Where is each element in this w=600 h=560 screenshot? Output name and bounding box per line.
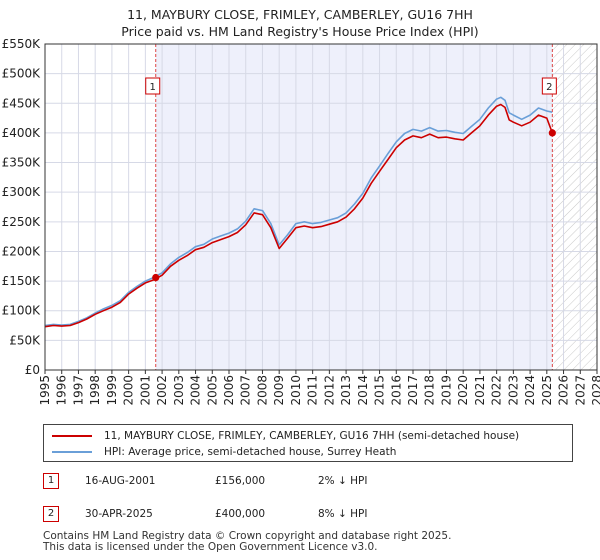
y-tick-label: £250K [2, 215, 42, 229]
legend-hpi-label: HPI: Average price, semi-detached house,… [104, 446, 397, 458]
y-tick-label: £550K [2, 37, 42, 51]
x-tick-label: 2010 [289, 375, 303, 406]
x-tick-label: 2027 [573, 375, 587, 406]
x-tick-label: 2017 [406, 375, 420, 406]
sale-hpi-diff: 8% ↓ HPI [318, 508, 368, 520]
hpi-line [44, 96, 553, 327]
footer-copyright: Contains HM Land Registry data © Crown c… [43, 530, 452, 542]
y-tick-label: £100K [2, 304, 42, 318]
x-tick-label: 2022 [490, 375, 504, 406]
sale-date: 16-AUG-2001 [85, 475, 156, 487]
y-tick-label: £200K [2, 244, 42, 258]
sale-marker-badge: 2 [43, 506, 59, 522]
x-tick-label: 1996 [55, 375, 69, 406]
x-tick-label: 2014 [356, 375, 370, 406]
x-tick-label: 2013 [339, 375, 353, 406]
hpi-line-swatch [52, 451, 92, 453]
footer-licence: This data is licensed under the Open Gov… [43, 541, 378, 553]
title-line-2: Price paid vs. HM Land Registry's House … [121, 24, 479, 39]
property-price-line [44, 103, 554, 328]
x-tick-label: 2024 [523, 375, 537, 406]
title-line-1: 11, MAYBURY CLOSE, FRIMLEY, CAMBERLEY, G… [127, 7, 473, 22]
sale-price: £400,000 [215, 508, 266, 520]
sale-price: £156,000 [215, 475, 266, 487]
x-tick-label: 2023 [506, 375, 520, 406]
x-tick-label: 2020 [456, 375, 470, 406]
y-tick-label: £450K [2, 96, 42, 110]
x-tick-label: 2009 [272, 375, 286, 406]
x-tick-label: 1999 [105, 375, 119, 406]
x-tick-label: 2005 [205, 375, 219, 406]
x-tick-label: 2008 [255, 375, 269, 406]
price-chart: 1 2 £0 £50K £100K £150K £200K £250K £300K £350K £… [2, 37, 600, 406]
legend-item-hpi: HPI: Average price, semi-detached house,… [52, 444, 396, 460]
sale-point [548, 129, 556, 137]
x-tick-label: 2021 [473, 375, 487, 406]
sale-hpi-diff: 2% ↓ HPI [318, 475, 368, 487]
x-tick-label: 2007 [239, 375, 253, 406]
property-line-swatch [52, 435, 92, 437]
chart-legend: 11, MAYBURY CLOSE, FRIMLEY, CAMBERLEY, G… [43, 424, 573, 462]
sale-date: 30-APR-2025 [85, 508, 153, 520]
y-tick-label: £300K [2, 185, 42, 199]
sale-point [152, 273, 160, 282]
x-tick-label: 2002 [155, 375, 169, 406]
x-tick-label: 2004 [189, 375, 203, 406]
x-tick-label: 2019 [439, 375, 453, 406]
y-tick-label: £350K [2, 156, 42, 170]
x-tick-label: 2001 [138, 375, 152, 406]
x-tick-label: 2011 [306, 375, 320, 406]
x-tick-label: 2012 [322, 375, 336, 406]
y-tick-label: £150K [2, 274, 42, 288]
x-tick-label: 2018 [423, 375, 437, 406]
sale-row-1: 1 16-AUG-2001 £156,000 2% ↓ HPI [43, 472, 367, 490]
chart-title: 11, MAYBURY CLOSE, FRIMLEY, CAMBERLEY, G… [0, 6, 600, 40]
x-tick-label: 2025 [540, 375, 554, 406]
x-tick-label: 2016 [389, 375, 403, 406]
ownership-shaded-region [155, 44, 553, 370]
y-tick-label: £50K [9, 333, 41, 347]
x-tick-label: 1995 [38, 375, 52, 406]
x-tick-label: 2000 [122, 375, 136, 406]
x-tick-label: 2003 [172, 375, 186, 406]
forecast-hatched-region [552, 44, 597, 370]
sale-marker-badge: 1 [43, 473, 59, 489]
sale-marker-box [541, 77, 557, 95]
sale-marker-box [145, 77, 161, 95]
footer: Contains HM Land Registry data © Crown c… [43, 531, 451, 553]
sale-row-2: 2 30-APR-2025 £400,000 8% ↓ HPI [43, 505, 367, 523]
sale-marker-label: 2 [546, 82, 552, 93]
y-tick-label: £0 [25, 363, 40, 377]
sale-marker-label: 1 [150, 82, 156, 93]
y-tick-label: £400K [2, 126, 42, 140]
x-tick-label: 2006 [222, 375, 236, 406]
x-tick-label: 1997 [71, 375, 85, 406]
x-tick-label: 2028 [590, 375, 600, 406]
legend-item-property: 11, MAYBURY CLOSE, FRIMLEY, CAMBERLEY, G… [52, 428, 519, 444]
plot-frame [44, 43, 598, 371]
x-tick-label: 1998 [88, 375, 102, 406]
legend-property-label: 11, MAYBURY CLOSE, FRIMLEY, CAMBERLEY, G… [104, 430, 520, 442]
y-tick-label: £500K [2, 67, 42, 81]
x-tick-label: 2015 [373, 375, 387, 406]
x-tick-label: 2026 [557, 375, 571, 406]
